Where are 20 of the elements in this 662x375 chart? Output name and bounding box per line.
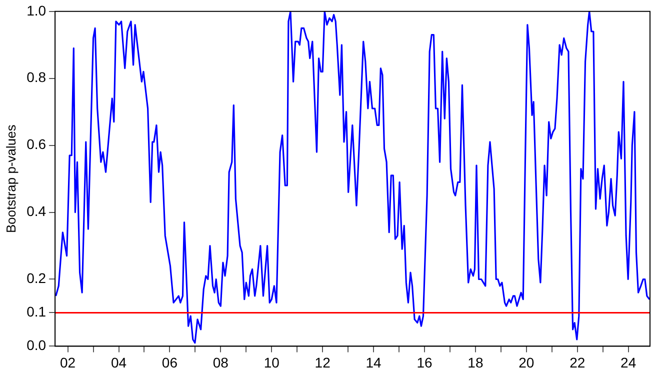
y-tick-label: 0.8 xyxy=(26,69,46,86)
y-tick-label: 0.4 xyxy=(26,203,46,220)
x-tick-label: 12 xyxy=(314,354,331,370)
x-tick-label: 24 xyxy=(620,354,636,370)
x-tick-label: 10 xyxy=(264,354,280,370)
y-axis-title: Bootstrap p-values xyxy=(3,124,18,234)
x-tick-label: 16 xyxy=(416,354,433,370)
y-tick-label: 0.6 xyxy=(26,136,46,152)
x-tick-label: 18 xyxy=(468,354,484,370)
x-tick-label: 06 xyxy=(162,354,178,370)
y-tick-label: 0.0 xyxy=(26,337,46,354)
y-tick-label: 1.0 xyxy=(26,2,46,18)
x-tick-label: 22 xyxy=(570,354,586,370)
x-tick-label: 08 xyxy=(212,354,229,370)
x-tick-label: 14 xyxy=(366,354,382,370)
x-tick-label: 02 xyxy=(60,354,76,370)
x-tick-label: 04 xyxy=(110,354,127,370)
x-tick-label: 20 xyxy=(518,354,534,370)
y-tick-label: 0.2 xyxy=(26,270,46,286)
y-tick-label: 0.1 xyxy=(26,304,46,320)
